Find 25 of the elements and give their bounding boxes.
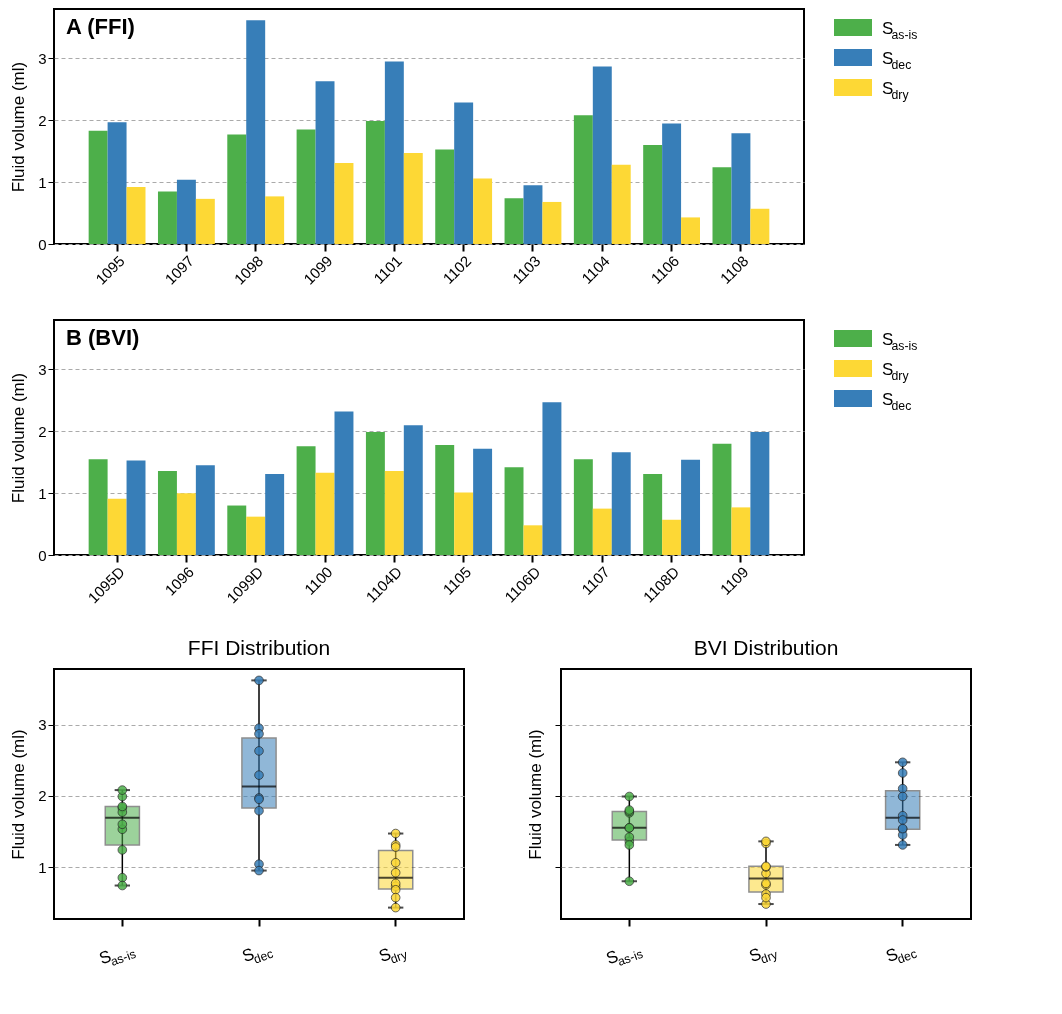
chart-title: FFI Distribution (187, 636, 331, 659)
x-tick-label: Sdec (239, 944, 276, 967)
x-tick-label: Sdec (883, 944, 919, 967)
y-axis-title: Fluid volume (ml) (9, 729, 29, 860)
y-tick-label: 2 (38, 422, 47, 440)
x-tick-label: Sas-is (96, 946, 138, 969)
y-tick-label: 2 (38, 111, 47, 129)
y-axis-title: Fluid volume (ml) (9, 61, 29, 193)
y-tick-label: 1 (38, 173, 47, 191)
y-tick-label: 3 (38, 716, 47, 734)
y-tick-label: 1 (38, 858, 47, 876)
y-tick-label: 0 (38, 235, 47, 253)
x-tick-label: Sdry (746, 944, 781, 967)
chart-title: A (FFI) (66, 14, 135, 39)
y-tick-label: 0 (38, 546, 47, 564)
y-tick-label: 3 (38, 360, 47, 378)
x-tick-label: Sdry (376, 944, 411, 967)
y-tick-label: 2 (38, 787, 47, 805)
chart-title: BVI Distribution (693, 636, 839, 659)
y-tick-label: 1 (38, 484, 47, 502)
y-tick-label: 3 (38, 49, 47, 67)
y-axis-title: Fluid volume (ml) (526, 729, 545, 860)
y-axis-title: Fluid volume (ml) (9, 372, 29, 504)
chart-title: B (BVI) (66, 325, 140, 350)
x-tick-label: Sas-is (603, 946, 645, 969)
